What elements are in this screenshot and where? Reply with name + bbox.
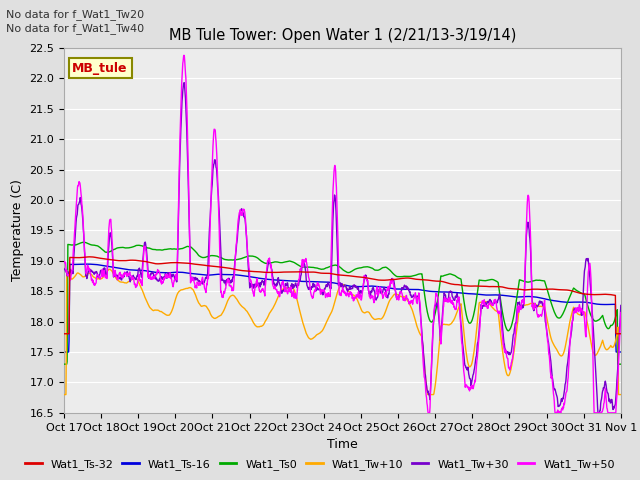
Y-axis label: Temperature (C): Temperature (C) xyxy=(11,180,24,281)
Text: No data for f_Wat1_Tw40: No data for f_Wat1_Tw40 xyxy=(6,23,145,34)
Text: MB_tule: MB_tule xyxy=(72,62,128,75)
Legend: Wat1_Ts-32, Wat1_Ts-16, Wat1_Ts0, Wat1_Tw+10, Wat1_Tw+30, Wat1_Tw+50: Wat1_Ts-32, Wat1_Ts-16, Wat1_Ts0, Wat1_T… xyxy=(20,455,620,474)
Title: MB Tule Tower: Open Water 1 (2/21/13-3/19/14): MB Tule Tower: Open Water 1 (2/21/13-3/1… xyxy=(169,28,516,43)
X-axis label: Time: Time xyxy=(327,438,358,451)
Text: No data for f_Wat1_Tw20: No data for f_Wat1_Tw20 xyxy=(6,9,145,20)
